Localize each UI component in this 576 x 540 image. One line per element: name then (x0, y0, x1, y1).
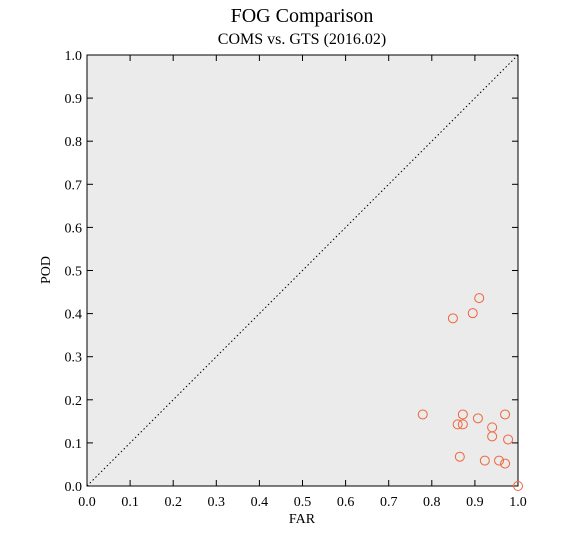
data-point (454, 451, 465, 462)
data-point (474, 293, 485, 304)
x-tick-label: 0.3 (208, 495, 226, 510)
data-point (503, 434, 514, 445)
reference-diagonal-line (86, 54, 519, 487)
x-tick-label: 0.9 (466, 495, 484, 510)
data-point (452, 419, 463, 430)
x-tick-label: 0.7 (380, 495, 398, 510)
x-tick-label: 1.0 (509, 495, 527, 510)
y-tick-label: 0.4 (65, 308, 83, 323)
chart-title: FOG Comparison (231, 5, 374, 27)
y-tick-label: 0.6 (65, 221, 83, 236)
x-tick-label: 0.0 (78, 495, 96, 510)
data-point (500, 409, 511, 420)
y-tick-label: 0.2 (65, 394, 83, 409)
data-point (487, 431, 498, 442)
data-point (472, 413, 483, 424)
data-point (494, 455, 505, 466)
data-point (417, 409, 428, 420)
data-point (479, 455, 490, 466)
data-point (457, 409, 468, 420)
x-axis-label: FAR (289, 512, 316, 527)
x-tick-label: 0.2 (164, 495, 182, 510)
data-point (467, 308, 478, 319)
x-tick-label: 0.5 (294, 495, 312, 510)
y-tick-label: 0.7 (65, 178, 83, 193)
x-tick-label: 0.6 (337, 495, 355, 510)
data-point (500, 458, 511, 469)
y-tick-label: 0.9 (65, 92, 83, 107)
data-point (513, 481, 523, 491)
data-point (447, 313, 458, 324)
y-tick-label: 0.8 (65, 135, 83, 150)
y-axis-label: POD (39, 256, 54, 284)
x-tick-label: 0.4 (251, 495, 269, 510)
y-tick-label: 0.3 (65, 351, 83, 366)
x-tick-label: 0.1 (121, 495, 139, 510)
y-tick-label: 0.0 (65, 480, 83, 495)
data-point (457, 419, 468, 430)
y-tick-label: 1.0 (65, 49, 83, 64)
chart-subtitle: COMS vs. GTS (2016.02) (218, 31, 386, 48)
y-tick-label: 0.1 (65, 437, 83, 452)
x-tick-label: 0.8 (423, 495, 441, 510)
y-tick-label: 0.5 (65, 265, 83, 280)
